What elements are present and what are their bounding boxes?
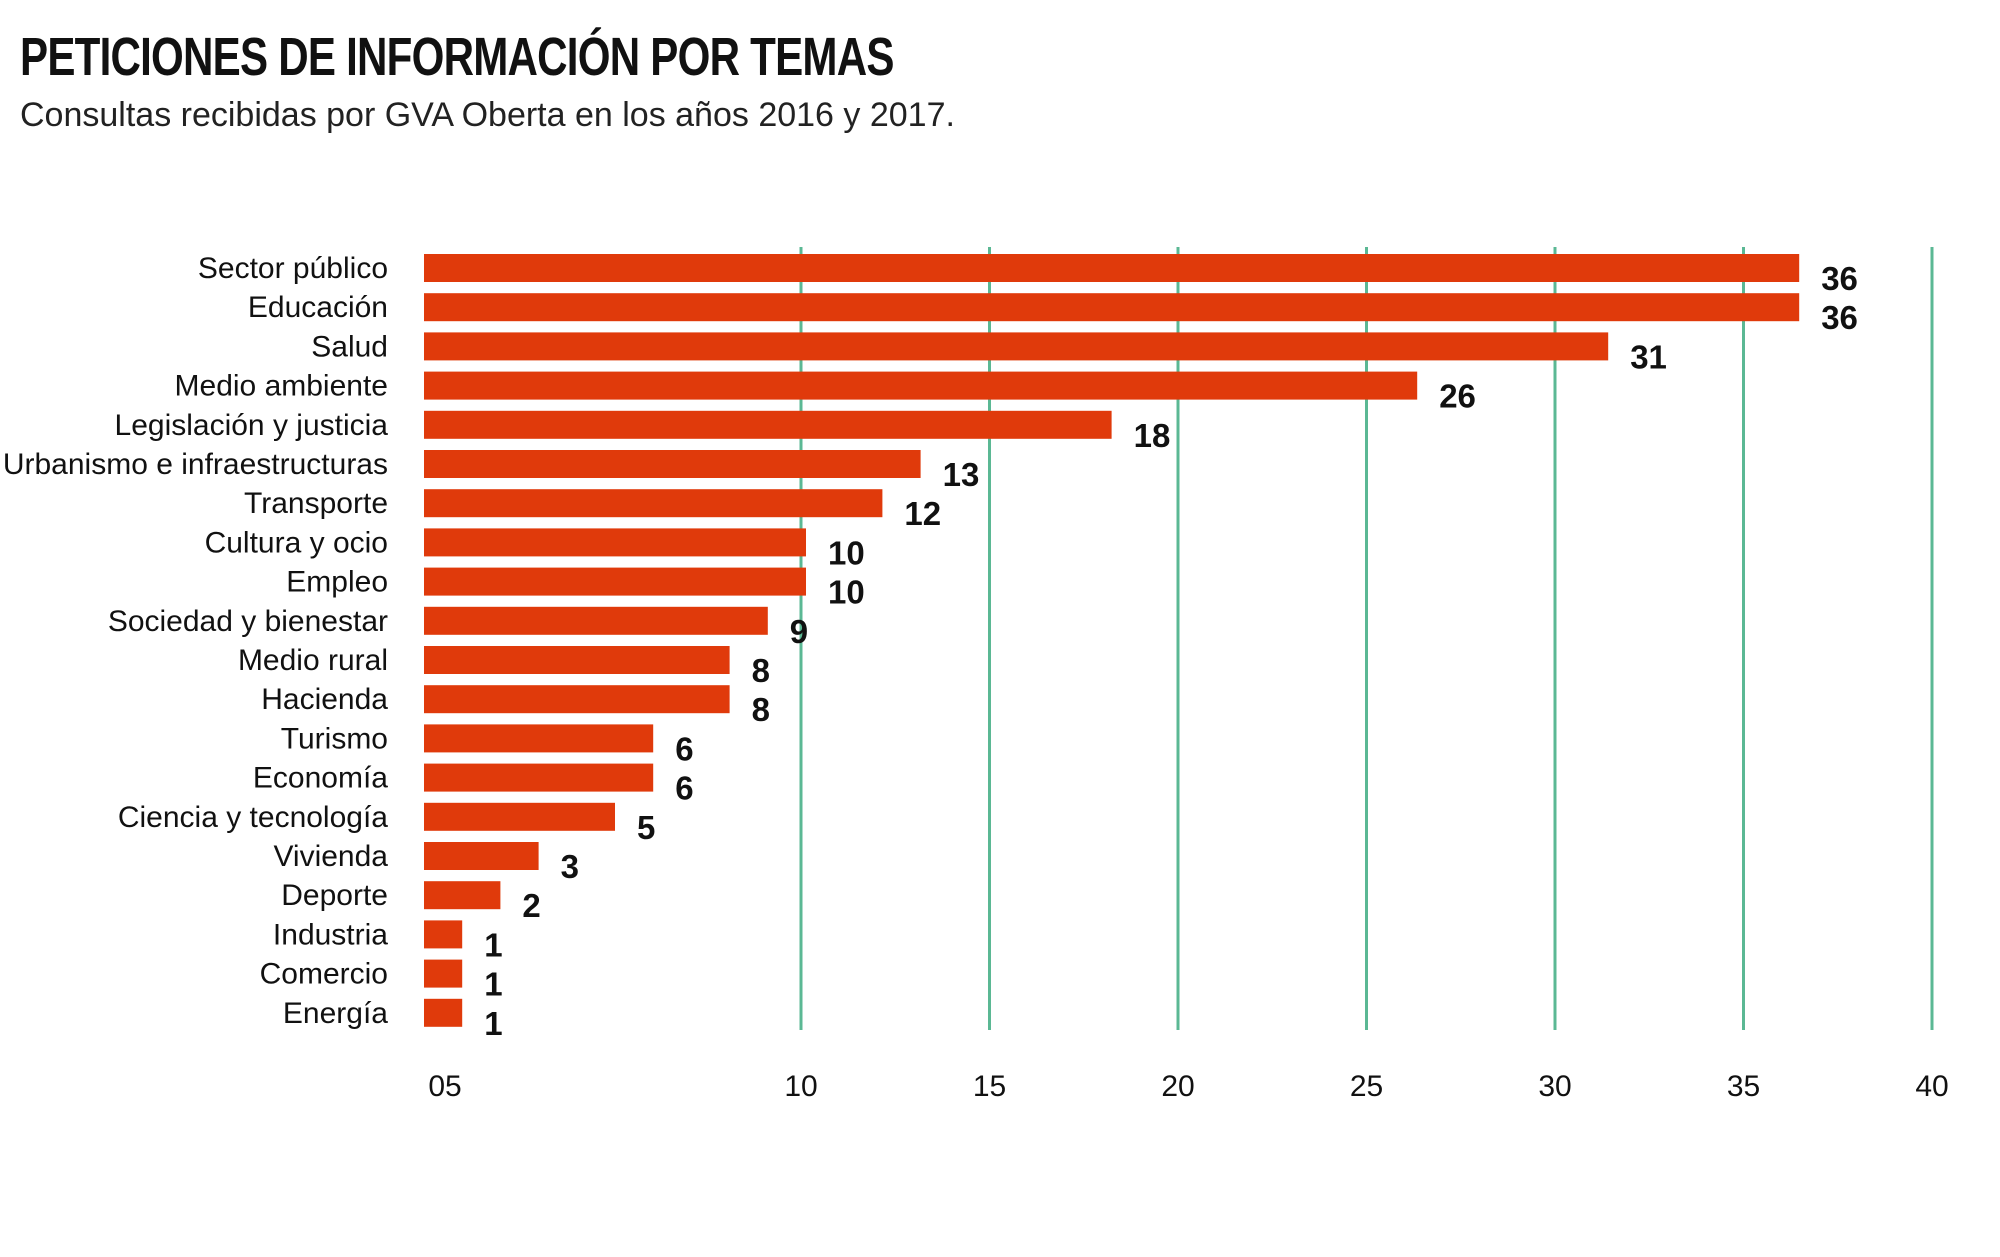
value-label: 6 [675, 770, 693, 807]
bar [424, 293, 1800, 322]
value-label: 8 [752, 691, 770, 728]
value-label: 1 [484, 926, 502, 963]
category-label: Urbanismo e infraestructuras [3, 448, 388, 481]
category-label: Energía [283, 997, 388, 1030]
bar [424, 567, 806, 596]
x-tick-label: 40 [1915, 1070, 1948, 1103]
value-label: 8 [752, 652, 770, 689]
x-tick-label: 20 [1161, 1070, 1194, 1103]
x-tick-label: 30 [1538, 1070, 1571, 1103]
category-label: Sector público [198, 252, 388, 285]
category-label: Industria [273, 918, 388, 951]
value-label: 36 [1821, 299, 1858, 336]
value-label: 12 [904, 495, 941, 532]
bar [424, 763, 654, 792]
category-label: Deporte [281, 879, 388, 912]
category-label: Medio ambiente [175, 370, 388, 403]
bar [424, 685, 730, 714]
bar [424, 998, 463, 1027]
category-label: Legislación y justicia [115, 409, 389, 442]
bar [424, 371, 1418, 400]
category-label: Ciencia y tecnología [118, 801, 388, 834]
chart-subtitle: Consultas recibidas por GVA Oberta en lo… [20, 96, 955, 134]
value-label: 3 [561, 848, 579, 885]
bar [424, 842, 539, 870]
bar [424, 802, 615, 831]
category-label: Sociedad y bienestar [108, 605, 388, 638]
value-label: 1 [484, 966, 502, 1003]
value-label: 6 [675, 730, 693, 767]
x-tick-label: 35 [1727, 1070, 1760, 1103]
bar [424, 646, 730, 674]
value-label: 2 [522, 887, 540, 924]
category-label: Empleo [286, 566, 388, 599]
value-label: 31 [1630, 338, 1667, 375]
category-label: Transporte [244, 487, 388, 520]
value-label: 13 [943, 456, 980, 493]
bar [424, 528, 806, 557]
category-label: Salud [311, 330, 388, 363]
value-label: 1 [484, 1005, 502, 1042]
x-tick-label: 25 [1350, 1070, 1383, 1103]
x-tick-label: 10 [784, 1070, 817, 1103]
bar [424, 410, 1112, 439]
value-label: 9 [790, 613, 808, 650]
category-label: Turismo [281, 722, 388, 755]
bar [424, 332, 1609, 361]
category-label: Educación [248, 291, 388, 324]
value-label: 5 [637, 809, 655, 846]
bar [424, 606, 768, 635]
x-tick-label: 15 [973, 1070, 1006, 1103]
value-label: 36 [1821, 260, 1858, 297]
bar [424, 724, 654, 753]
bar [424, 959, 463, 988]
chart-title: PETICIONES DE INFORMACIÓN POR TEMAS [20, 27, 894, 87]
category-label: Cultura y ocio [205, 526, 388, 559]
bar [424, 450, 921, 478]
bar [424, 254, 1800, 282]
category-label: Economía [253, 762, 388, 795]
x-tick-label: 05 [428, 1070, 461, 1103]
category-label: Medio rural [238, 644, 388, 677]
value-label: 26 [1439, 378, 1476, 415]
category-label: Comercio [260, 958, 388, 991]
bar [424, 920, 463, 949]
value-label: 10 [828, 574, 865, 611]
bar [424, 489, 883, 518]
bar [424, 881, 501, 910]
category-label: Hacienda [261, 683, 388, 716]
value-label: 18 [1134, 417, 1171, 454]
value-label: 10 [828, 534, 865, 571]
category-label: Vivienda [273, 840, 388, 873]
